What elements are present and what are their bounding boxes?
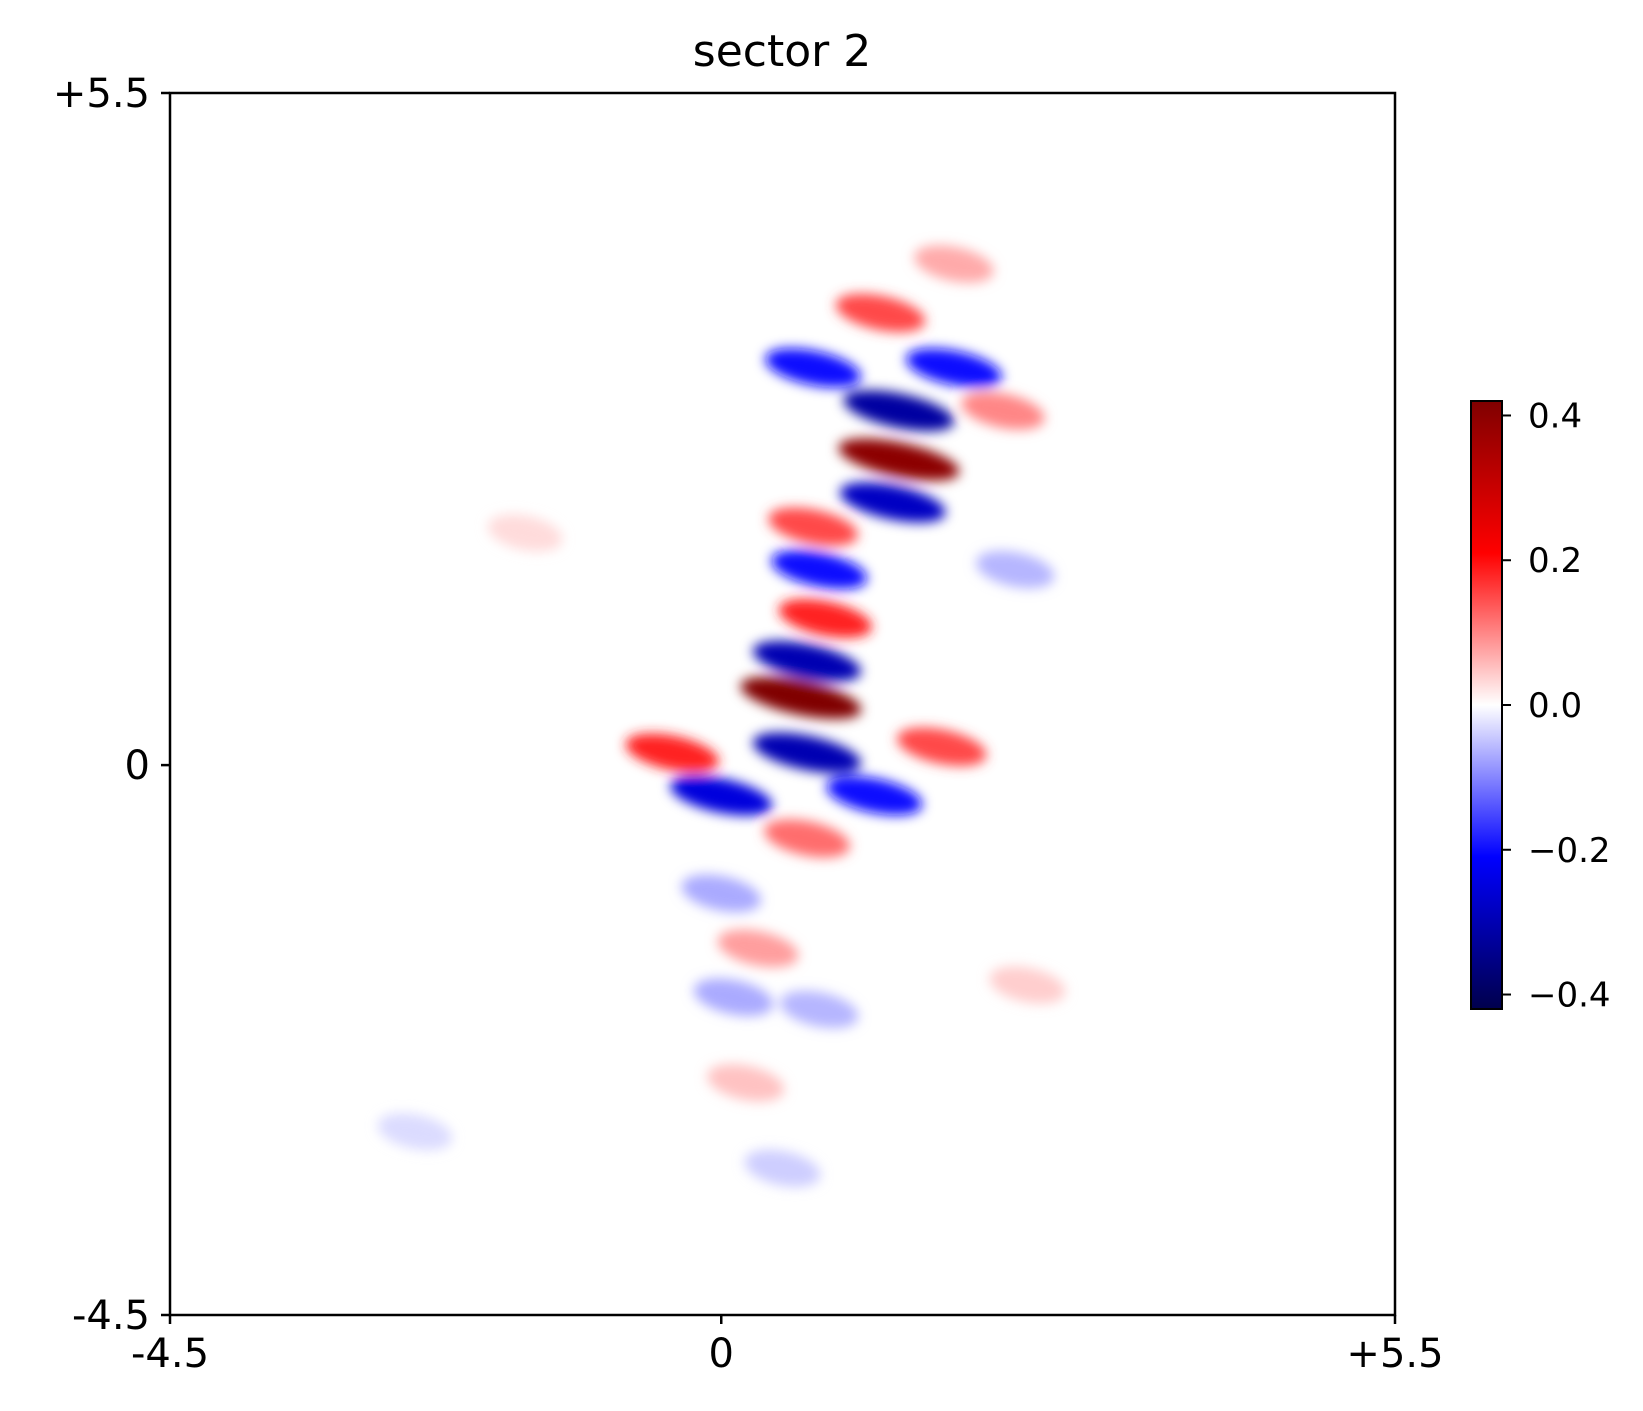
chart-title: sector 2 <box>693 26 871 77</box>
colorbar-tick-label: 0.4 <box>1528 396 1582 436</box>
heatmap-cell <box>768 507 858 547</box>
x-tick-label: +5.5 <box>1346 1331 1443 1377</box>
colorbar-tick-label: −0.4 <box>1528 976 1611 1016</box>
heatmap-cell <box>707 1064 785 1102</box>
heatmap-cell <box>625 733 719 773</box>
heatmap-cell <box>961 391 1045 430</box>
heatmap-cell <box>914 245 994 283</box>
heatmap-cell <box>843 390 955 432</box>
heatmap-cell <box>838 438 960 481</box>
heatmap-cell <box>764 819 850 858</box>
heatmap-cell <box>752 640 862 682</box>
heatmap-cell <box>744 1149 821 1187</box>
colorbar-tick-label: −0.2 <box>1528 831 1611 871</box>
heatmap-cell <box>839 482 946 523</box>
heatmap-cell <box>906 348 1002 388</box>
heatmap-cell <box>740 676 862 719</box>
heatmap-cell <box>752 732 862 774</box>
colorbar-gradient <box>1470 400 1503 1010</box>
plot-frame <box>168 91 1397 1317</box>
heatmap-cell <box>670 775 773 816</box>
y-tick-label: 0 <box>125 743 150 789</box>
heatmap-cell <box>717 929 799 968</box>
heatmap-cell <box>778 599 873 638</box>
colorbar: 0.4 0.2 0.0 −0.2 −0.4 <box>1470 396 1611 1016</box>
heatmap-cell <box>896 727 987 767</box>
x-tick-label: -4.5 <box>131 1331 209 1377</box>
y-tick-label: +5.5 <box>53 71 150 117</box>
x-tick-label: 0 <box>709 1331 734 1377</box>
y-axis: +5.5 0 -4.5 <box>53 71 170 1339</box>
x-axis: -4.5 0 +5.5 <box>131 1315 1444 1377</box>
heatmap-cell <box>377 1113 453 1151</box>
heatmap-cell <box>765 348 862 388</box>
y-tick-label: -4.5 <box>72 1293 150 1339</box>
heatmap-field <box>377 245 1066 1187</box>
heatmap-cell <box>771 550 868 590</box>
colorbar-ticks: 0.4 0.2 0.0 −0.2 −0.4 <box>1502 396 1611 1016</box>
colorbar-tick-label: 0.2 <box>1528 541 1582 581</box>
heatmap-cell <box>835 293 926 333</box>
heatmap-cell <box>826 776 923 816</box>
heatmap-cell <box>976 550 1055 589</box>
heatmap-cell <box>989 966 1066 1004</box>
colorbar-tick-label: 0.0 <box>1528 686 1582 726</box>
heatmap-cell <box>780 990 859 1029</box>
heatmap-cell <box>693 978 774 1017</box>
heatmap-cell <box>681 874 762 913</box>
heatmap-cell <box>487 514 563 552</box>
